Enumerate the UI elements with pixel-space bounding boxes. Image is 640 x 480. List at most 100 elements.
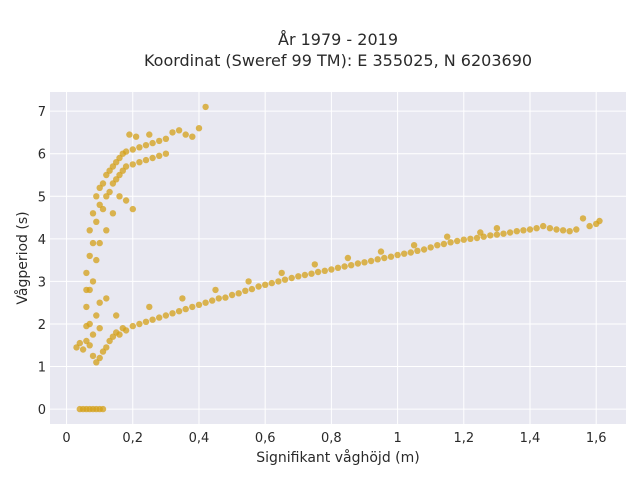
data-point: [116, 193, 123, 200]
data-point: [175, 308, 183, 315]
data-point: [559, 227, 567, 234]
data-point: [99, 405, 107, 413]
data-point: [268, 279, 275, 287]
data-point: [122, 197, 130, 204]
data-point: [156, 314, 163, 321]
data-point: [381, 254, 388, 262]
points-layer: [73, 103, 603, 413]
data-point: [76, 339, 84, 347]
data-point: [434, 242, 441, 249]
data-point: [103, 227, 110, 234]
data-point: [136, 144, 143, 151]
data-point: [526, 226, 534, 233]
chart-title-line2: Koordinat (Sweref 99 TM): E 355025, N 62…: [144, 51, 532, 70]
y-tick-label: 5: [38, 190, 46, 205]
data-point: [103, 295, 110, 302]
x-tick-label: 0,2: [122, 431, 143, 446]
data-point: [275, 278, 282, 285]
y-tick-label: 6: [38, 148, 46, 163]
data-point: [328, 266, 335, 273]
data-point: [295, 273, 302, 280]
data-point: [156, 137, 163, 145]
data-point: [169, 310, 176, 317]
data-point: [209, 297, 216, 304]
data-point: [245, 278, 252, 285]
data-point: [513, 228, 520, 235]
data-point: [195, 301, 203, 308]
data-point: [566, 228, 573, 235]
data-point: [129, 161, 136, 168]
data-point: [248, 285, 256, 293]
data-point: [129, 146, 136, 153]
y-tick-label: 3: [38, 275, 46, 290]
data-point: [215, 295, 222, 302]
data-point: [361, 259, 368, 266]
data-point: [175, 127, 183, 134]
x-tick-label: 0,6: [255, 431, 276, 446]
data-point: [314, 268, 322, 276]
data-point: [96, 325, 103, 332]
data-point: [83, 303, 90, 311]
data-point: [126, 131, 133, 138]
data-point: [202, 299, 209, 306]
data-point: [169, 129, 176, 136]
data-point: [106, 188, 113, 196]
data-point: [394, 251, 401, 259]
data-point: [129, 205, 136, 213]
data-point: [96, 239, 103, 247]
data-point: [255, 283, 262, 290]
data-point: [113, 312, 120, 319]
data-point: [420, 246, 428, 253]
data-point: [506, 229, 514, 236]
y-tick-label: 0: [38, 403, 46, 418]
data-point: [149, 316, 156, 323]
data-point: [116, 331, 123, 338]
data-point: [96, 354, 103, 362]
data-point: [86, 320, 93, 328]
data-point: [301, 271, 309, 279]
x-tick-label: 1,4: [520, 431, 541, 446]
data-point: [146, 303, 153, 311]
data-point: [235, 290, 242, 297]
x-tick-label: 0,8: [321, 431, 342, 446]
data-point: [444, 233, 451, 240]
data-point: [109, 210, 117, 217]
data-point: [410, 242, 418, 249]
data-point: [149, 154, 156, 162]
data-point: [493, 225, 501, 232]
data-point: [142, 318, 150, 325]
data-point: [467, 235, 474, 242]
plot-area: [50, 92, 626, 424]
data-point: [86, 342, 93, 349]
data-point: [487, 232, 494, 239]
data-point: [281, 276, 289, 283]
data-point: [414, 247, 421, 254]
chart-title-line1: År 1979 - 2019: [278, 30, 398, 49]
data-point: [278, 269, 285, 277]
data-point: [262, 281, 269, 288]
data-point: [99, 205, 107, 213]
data-point: [321, 267, 328, 274]
data-point: [341, 263, 348, 270]
data-point: [212, 286, 219, 294]
data-point: [156, 152, 163, 159]
data-point: [242, 287, 249, 294]
ticks-layer: 0 0,2 0,4 0,6 0,8 1 1,2 1,4 1,6 0 1 2 3 4 5 6 7: [38, 105, 607, 446]
x-axis-label: Signifikant våghöjd (m): [256, 449, 419, 466]
data-point: [377, 248, 385, 255]
data-point: [182, 131, 189, 138]
data-point: [89, 352, 97, 360]
y-tick-label: 2: [38, 318, 46, 333]
data-point: [334, 264, 342, 271]
data-point: [579, 215, 587, 222]
y-tick-label: 7: [38, 105, 46, 120]
data-point: [520, 227, 527, 234]
x-tick-label: 0,4: [189, 431, 210, 446]
data-point: [103, 344, 110, 351]
data-point: [93, 256, 100, 264]
x-tick-label: 1,2: [453, 431, 474, 446]
data-point: [228, 291, 236, 299]
data-point: [477, 229, 484, 236]
data-point: [573, 226, 580, 233]
